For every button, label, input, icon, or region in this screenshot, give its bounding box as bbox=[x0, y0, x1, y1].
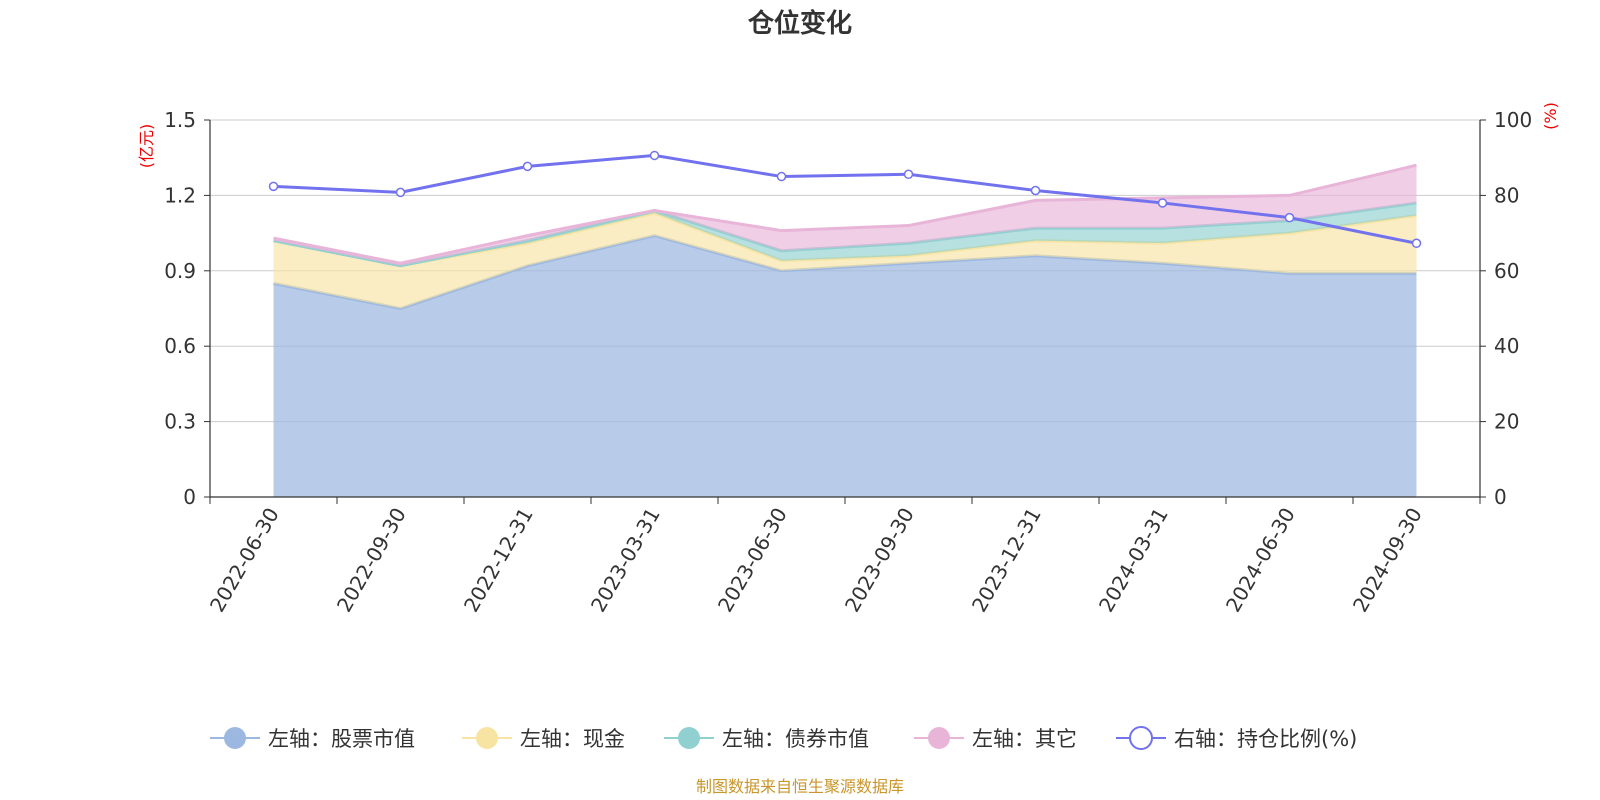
stacked-areas bbox=[273, 163, 1417, 497]
left-axis-tick-label: 1.5 bbox=[164, 108, 196, 132]
left-axis-tick-label: 0.9 bbox=[164, 259, 196, 283]
legend-marker bbox=[476, 727, 498, 749]
right-axis-tick-label: 80 bbox=[1494, 183, 1519, 207]
legend-label: 左轴：债券市值 bbox=[722, 727, 869, 751]
ratio-point bbox=[1157, 198, 1168, 208]
x-axis-tick-label: 2022-09-30 bbox=[332, 504, 411, 617]
ratio-line-path bbox=[273, 153, 1417, 245]
right-axis-tick-label: 40 bbox=[1494, 334, 1519, 358]
ratio-point bbox=[1411, 238, 1422, 249]
ratio-point bbox=[1284, 212, 1295, 223]
right-axis-tick-label: 100 bbox=[1494, 108, 1532, 132]
x-axis-tick-label: 2024-06-30 bbox=[1221, 504, 1300, 617]
ratio-point bbox=[522, 161, 533, 172]
legend-label: 左轴：其它 bbox=[972, 727, 1077, 751]
x-axis-tick-label: 2023-09-30 bbox=[840, 504, 919, 617]
area-4 bbox=[273, 165, 1417, 266]
left-axis-unit: (亿元) bbox=[137, 124, 156, 169]
legend-marker bbox=[928, 727, 950, 749]
ratio-point bbox=[268, 181, 279, 192]
left-axis-tick-label: 0.6 bbox=[164, 334, 196, 358]
right-axis-tick-label: 20 bbox=[1494, 410, 1519, 434]
left-axis-tick-label: 0.3 bbox=[164, 410, 196, 434]
legend-item[interactable]: 左轴：股票市值 bbox=[210, 727, 415, 751]
data-source-note: 制图数据来自恒生聚源数据库 bbox=[696, 777, 904, 796]
left-axis-tick-label: 0 bbox=[183, 485, 196, 509]
legend-item[interactable]: 右轴：持仓比例(%) bbox=[1116, 726, 1357, 751]
x-axis-tick-label: 2024-03-31 bbox=[1094, 504, 1173, 617]
area-3 bbox=[273, 202, 1417, 266]
x-axis-tick-label: 2023-06-30 bbox=[713, 504, 792, 617]
ratio-point bbox=[395, 187, 406, 198]
x-axis-tick-label: 2024-09-30 bbox=[1348, 504, 1427, 617]
legend-label: 右轴：持仓比例(%) bbox=[1174, 727, 1357, 751]
legend-label: 左轴：股票市值 bbox=[268, 727, 415, 751]
x-axis-tick-label: 2023-03-31 bbox=[586, 504, 665, 617]
legend-marker bbox=[1129, 726, 1153, 750]
right-axis-tick-label: 60 bbox=[1494, 259, 1519, 283]
ratio-point bbox=[1030, 185, 1041, 196]
left-axis-tick-label: 1.2 bbox=[164, 183, 196, 207]
x-axis-tick-label: 2022-06-30 bbox=[205, 504, 284, 617]
legend-marker bbox=[224, 727, 246, 749]
legend-label: 左轴：现金 bbox=[520, 727, 625, 751]
legend-item[interactable]: 左轴：现金 bbox=[462, 727, 625, 751]
right-axis-unit: (%) bbox=[1541, 102, 1560, 130]
legend-item[interactable]: 左轴：其它 bbox=[914, 727, 1077, 751]
area-1 bbox=[273, 235, 1417, 497]
legend-marker bbox=[678, 727, 700, 749]
ratio-point bbox=[903, 169, 914, 180]
ratio-line bbox=[268, 150, 1422, 249]
legend[interactable]: 左轴：股票市值 左轴：现金 左轴：债券市值 左轴：其它 右轴：持仓比例(%) bbox=[210, 726, 1357, 751]
area-edge-4 bbox=[273, 163, 1417, 265]
chart-title: 仓位变化 bbox=[747, 8, 852, 39]
legend-item[interactable]: 左轴：债券市值 bbox=[664, 727, 869, 751]
x-axis-tick-label: 2023-12-31 bbox=[967, 504, 1046, 617]
right-axis-tick-label: 0 bbox=[1494, 485, 1507, 509]
ratio-point bbox=[776, 171, 787, 182]
ratio-point bbox=[649, 150, 660, 161]
x-axis-tick-label: 2022-12-31 bbox=[459, 504, 538, 617]
